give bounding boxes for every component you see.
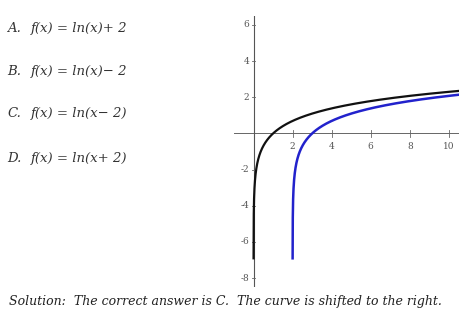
Text: f(x) = ln(x− 2): f(x) = ln(x− 2) (30, 107, 127, 120)
Text: -6: -6 (240, 237, 249, 246)
Text: A.: A. (7, 22, 21, 35)
Text: 4: 4 (329, 142, 335, 151)
Text: -4: -4 (240, 201, 249, 210)
Text: f(x) = ln(x)− 2: f(x) = ln(x)− 2 (30, 65, 127, 78)
Text: f(x) = ln(x+ 2): f(x) = ln(x+ 2) (30, 152, 127, 165)
Text: -8: -8 (240, 274, 249, 283)
Text: B.: B. (7, 65, 21, 78)
Text: 10: 10 (443, 142, 454, 151)
Text: C.: C. (7, 107, 21, 120)
Text: 2: 2 (290, 142, 295, 151)
Text: -2: -2 (241, 165, 249, 174)
Text: 2: 2 (243, 93, 249, 102)
Text: 8: 8 (407, 142, 413, 151)
Text: 4: 4 (243, 57, 249, 66)
Text: f(x) = ln(x)+ 2: f(x) = ln(x)+ 2 (30, 22, 127, 35)
Text: 6: 6 (368, 142, 373, 151)
Text: D.: D. (7, 152, 22, 165)
Text: Solution:  The correct answer is C.  The curve is shifted to the right.: Solution: The correct answer is C. The c… (9, 295, 442, 308)
Text: 6: 6 (243, 20, 249, 29)
